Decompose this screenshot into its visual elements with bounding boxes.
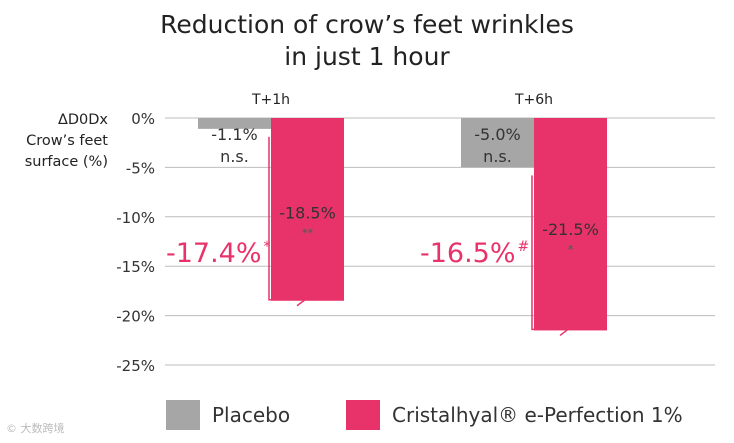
- watermark: © 大数跨境: [6, 422, 65, 435]
- category-label: T+1h: [251, 92, 290, 108]
- legend-item-placebo: Placebo: [166, 398, 290, 432]
- annotation-arrowhead: [296, 293, 307, 307]
- chart-title-line-2: in just 1 hour: [284, 42, 450, 71]
- chart-title-line-1: Reduction of crow’s feet wrinkles: [160, 10, 574, 39]
- y-tick-label: 0%: [131, 110, 155, 128]
- data-label: -1.1%: [211, 125, 257, 144]
- y-axis-label: surface (%): [25, 154, 108, 170]
- annotation-arrow: [268, 136, 305, 301]
- bar: [198, 118, 271, 129]
- legend-swatch-placebo: [166, 400, 200, 430]
- bar: [461, 118, 534, 168]
- legend-label-placebo: Placebo: [212, 403, 291, 427]
- y-axis-label: Crow’s feet: [26, 133, 108, 149]
- legend-item-cristalhyal: Cristalhyal® e-Perfection 1%: [346, 398, 683, 432]
- y-tick-label: -10%: [116, 209, 155, 227]
- annotation-arrowhead: [559, 322, 570, 337]
- y-tick-label: -25%: [116, 357, 155, 375]
- legend-swatch-cristalhyal: [346, 400, 380, 430]
- y-tick-label: -20%: [116, 308, 155, 326]
- y-tick-label: -5%: [126, 159, 155, 177]
- difference-annotation: -17.4%: [166, 238, 262, 269]
- y-axis-label: ΔD0Dx: [58, 112, 108, 128]
- difference-annotation: -16.5%: [420, 238, 516, 269]
- data-label: -18.5%: [279, 204, 336, 223]
- category-label: T+6h: [514, 92, 553, 108]
- annotation-mark: *: [264, 239, 271, 255]
- y-tick-label: -15%: [116, 258, 155, 276]
- bar: [271, 118, 344, 301]
- legend-label-cristalhyal: Cristalhyal® e-Perfection 1%: [392, 403, 683, 427]
- significance-label: n.s.: [483, 147, 512, 166]
- annotation-arrow: [531, 175, 568, 331]
- significance-label: n.s.: [220, 147, 249, 166]
- annotation-mark: #: [518, 239, 530, 255]
- data-label: -5.0%: [474, 125, 520, 144]
- significance-label: **: [302, 227, 314, 240]
- significance-label: *: [568, 243, 574, 256]
- data-label: -21.5%: [542, 220, 599, 239]
- bar: [534, 118, 607, 331]
